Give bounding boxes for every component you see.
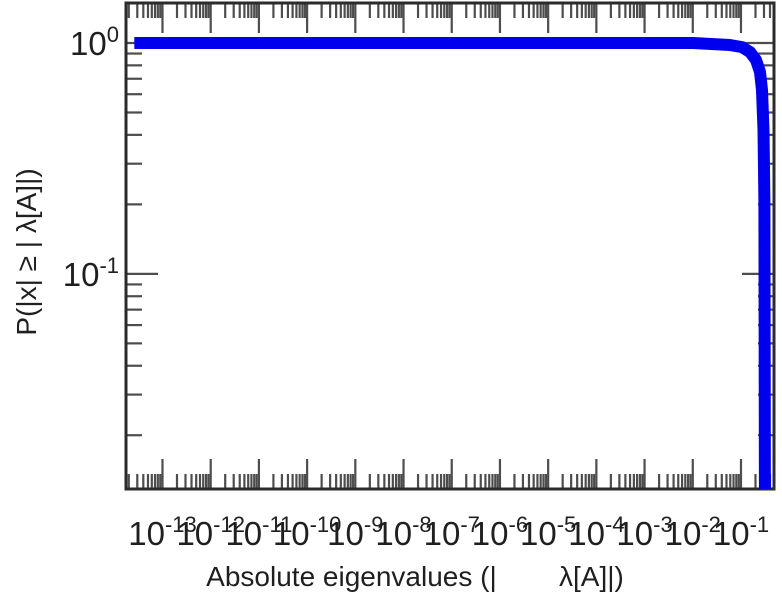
y-tick-label: 10-1	[63, 253, 119, 293]
ccdf-curve	[134, 37, 771, 490]
y-tick-label: 100	[70, 22, 119, 62]
x-tick-label: 10-2	[665, 512, 721, 552]
y-axis-label: P(|x| ≥ | λ[A]|)	[11, 168, 42, 336]
x-axis-label: Absolute eigenvalues (| λ[A]|)	[206, 561, 624, 592]
x-tick-label: 10-4	[568, 512, 624, 552]
plot-border	[124, 1, 776, 491]
x-tick-label: 10-3	[616, 512, 672, 552]
x-tick-label: 10-9	[327, 512, 383, 552]
x-tick-label: 10-10	[273, 512, 342, 552]
x-tick-label: 10-5	[520, 512, 576, 552]
x-tick-label: 10-12	[176, 512, 245, 552]
x-tick-label: 10-7	[424, 512, 480, 552]
x-tick-label: 10-11	[225, 512, 292, 552]
x-tick-label: 10-13	[128, 512, 197, 552]
x-tick-label: 10-8	[375, 512, 431, 552]
x-tick-label: 10-1	[713, 512, 769, 552]
x-tick-label: 10-6	[472, 512, 528, 552]
